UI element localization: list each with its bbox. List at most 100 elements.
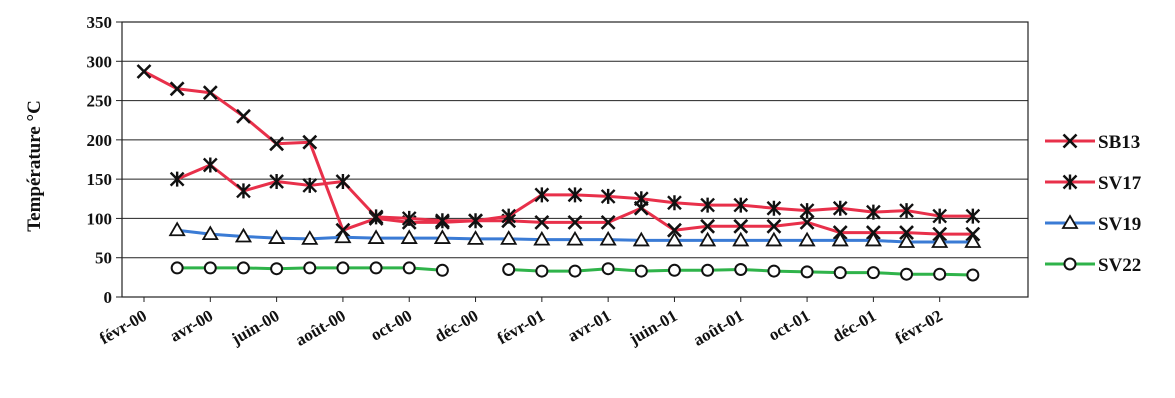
data-point xyxy=(832,200,848,216)
x-tick-label: déc-01 xyxy=(829,306,879,346)
data-point xyxy=(566,230,584,246)
legend-label: SV22 xyxy=(1098,255,1141,276)
data-point xyxy=(236,183,251,199)
data-point xyxy=(864,231,882,247)
data-point xyxy=(933,267,947,281)
data-point xyxy=(599,230,617,246)
data-point xyxy=(798,231,816,247)
data-point xyxy=(700,197,715,213)
x-tick-label: déc-00 xyxy=(431,306,481,346)
data-point xyxy=(568,264,582,278)
data-point xyxy=(533,230,551,246)
data-point xyxy=(765,231,783,247)
x-tick-label: avr-00 xyxy=(166,306,216,346)
data-point xyxy=(535,264,549,278)
data-point xyxy=(965,208,981,224)
series-line xyxy=(143,70,973,236)
data-point xyxy=(899,225,914,240)
x-tick-label: avr-01 xyxy=(564,306,614,346)
data-point xyxy=(466,230,485,245)
data-point xyxy=(369,261,383,275)
data-point xyxy=(268,229,286,244)
data-point xyxy=(236,108,251,124)
data-point xyxy=(169,81,185,97)
legend-label: SB13 xyxy=(1098,132,1140,153)
data-point xyxy=(234,227,253,243)
data-point xyxy=(502,263,516,276)
data-point xyxy=(402,261,416,275)
data-point xyxy=(302,177,318,193)
y-tick-label: 250 xyxy=(87,92,113,111)
x-axis-ticks: févr-00 avr-00 juin-00 août-00 oct-00 déc-00 f… xyxy=(96,297,946,350)
data-point xyxy=(401,210,417,226)
data-point xyxy=(799,203,815,219)
data-point xyxy=(833,266,847,280)
y-axis-label: Température °C xyxy=(24,100,45,232)
data-point xyxy=(667,222,682,238)
data-point xyxy=(302,134,318,150)
data-point xyxy=(932,208,948,224)
data-point xyxy=(269,136,285,152)
data-point xyxy=(236,261,250,275)
data-point xyxy=(435,263,449,277)
y-tick-label: 50 xyxy=(95,249,112,268)
data-point xyxy=(367,229,385,244)
data-point xyxy=(400,229,418,244)
data-point xyxy=(203,261,217,275)
data-point xyxy=(734,263,748,276)
y-tick-label: 100 xyxy=(87,209,113,228)
data-point xyxy=(899,203,914,219)
data-point xyxy=(699,231,717,247)
data-point xyxy=(767,264,781,278)
data-point xyxy=(1062,133,1078,149)
data-point xyxy=(468,213,483,229)
x-tick-label: févr-01 xyxy=(494,306,548,348)
data-point xyxy=(1062,174,1078,190)
series-sv22 xyxy=(170,261,980,282)
data-point xyxy=(831,231,849,247)
legend-item-sv17: SV17 xyxy=(1045,173,1142,194)
data-point xyxy=(600,214,616,230)
x-tick-label: oct-01 xyxy=(765,306,813,345)
data-point xyxy=(601,262,615,276)
data-point xyxy=(202,85,218,101)
data-point xyxy=(799,214,815,230)
data-point xyxy=(435,213,450,229)
y-axis-ticks: 0 50 100 150 200 250 300 350 xyxy=(87,13,122,307)
data-point xyxy=(966,268,980,282)
y-tick-label: 350 xyxy=(87,13,113,32)
x-tick-label: août-01 xyxy=(690,306,747,350)
data-point xyxy=(168,221,186,237)
data-point xyxy=(335,174,351,189)
data-point xyxy=(534,214,550,230)
legend-item-sb13: SB13 xyxy=(1045,132,1140,153)
y-tick-label: 300 xyxy=(87,52,113,71)
data-point xyxy=(667,195,682,211)
data-point xyxy=(800,265,814,279)
x-tick-label: juin-01 xyxy=(625,306,680,349)
y-tick-label: 200 xyxy=(87,131,113,150)
data-point xyxy=(170,261,184,275)
data-point xyxy=(634,264,648,278)
data-point xyxy=(433,229,451,244)
data-point xyxy=(701,263,715,277)
data-point xyxy=(269,174,284,189)
series-sv17 xyxy=(169,157,981,229)
data-point xyxy=(667,263,681,277)
data-point xyxy=(766,200,782,216)
data-point xyxy=(567,214,583,230)
data-point xyxy=(500,230,518,245)
legend-label: SV19 xyxy=(1098,214,1141,235)
legend-label: SV17 xyxy=(1098,173,1142,194)
data-point xyxy=(270,262,284,276)
y-tick-label: 150 xyxy=(87,170,113,189)
series-sv19 xyxy=(168,221,982,248)
data-point xyxy=(700,218,716,234)
data-point xyxy=(1061,214,1079,229)
data-point xyxy=(301,230,319,245)
data-point xyxy=(900,267,914,281)
data-point xyxy=(733,197,749,213)
x-tick-label: févr-02 xyxy=(892,306,946,348)
axes xyxy=(121,21,1029,298)
data-point xyxy=(1063,257,1077,271)
